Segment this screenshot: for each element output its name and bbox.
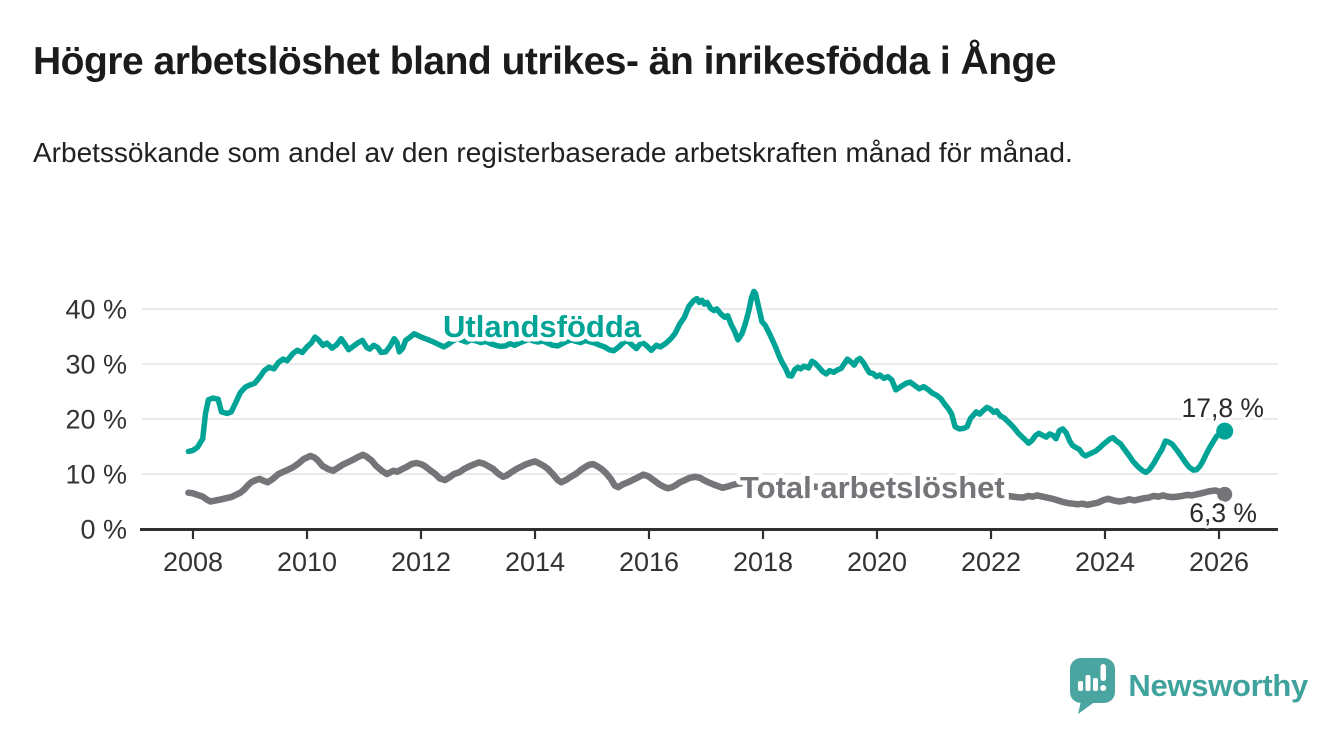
y-tick-label: 10 % [65, 460, 127, 490]
x-tick-label: 2014 [505, 547, 565, 577]
x-tick-label: 2008 [163, 547, 223, 577]
y-tick-label: 20 % [65, 405, 127, 435]
gridlines-group [142, 308, 1278, 475]
end-value-label: 6,3 % [1189, 498, 1257, 528]
x-tick-label: 2026 [1189, 547, 1249, 577]
series-line-total [185, 451, 1228, 509]
series-label: Total arbetslöshet [740, 470, 1005, 505]
chart-subtitle: Arbetssökande som andel av den registerb… [33, 137, 1073, 168]
page-title: Högre arbetslöshet bland utrikes- än inr… [33, 40, 1057, 83]
x-tick-label: 2024 [1075, 547, 1135, 577]
x-tick-label: 2010 [277, 547, 337, 577]
series-endpoint-dot [1216, 422, 1234, 440]
x-tick-label: 2020 [847, 547, 907, 577]
x-tick-label: 2016 [619, 547, 679, 577]
y-tick-label: 30 % [65, 350, 127, 380]
x-tick-label: 2018 [733, 547, 793, 577]
newsworthy-logo: Newsworthy [1069, 656, 1308, 716]
end-value-labels-group: 6,3 % 17,8 % [1178, 390, 1267, 531]
y-tick-label: 0 % [80, 515, 127, 545]
end-value-label: 17,8 % [1181, 393, 1264, 423]
series-labels-group: Total arbetslöshet Utlandsfödda [439, 305, 1010, 510]
y-tick-labels-group: 0 % 10 % 20 % 30 % 40 % [65, 295, 127, 545]
series-endpoint-dot [1217, 486, 1233, 502]
newsworthy-logo-text: Newsworthy [1128, 668, 1308, 703]
series-lines-group [185, 288, 1228, 509]
series-endpoints-group [1216, 422, 1234, 502]
series-line-utlandsfodda [185, 288, 1228, 476]
y-tick-label: 40 % [65, 295, 127, 325]
x-tick-label: 2022 [961, 547, 1021, 577]
series-label: Utlandsfödda [443, 309, 642, 344]
newsworthy-logo-icon [1070, 658, 1116, 714]
line-chart: 2008 2010 2012 2014 2016 2018 2020 2022 2024 2026… [65, 288, 1278, 577]
x-tick-label: 2012 [391, 547, 451, 577]
x-tick-labels-group: 2008 2010 2012 2014 2016 2018 2020 2022 2024 2026 [163, 547, 1249, 577]
x-axis-group [140, 528, 1278, 539]
